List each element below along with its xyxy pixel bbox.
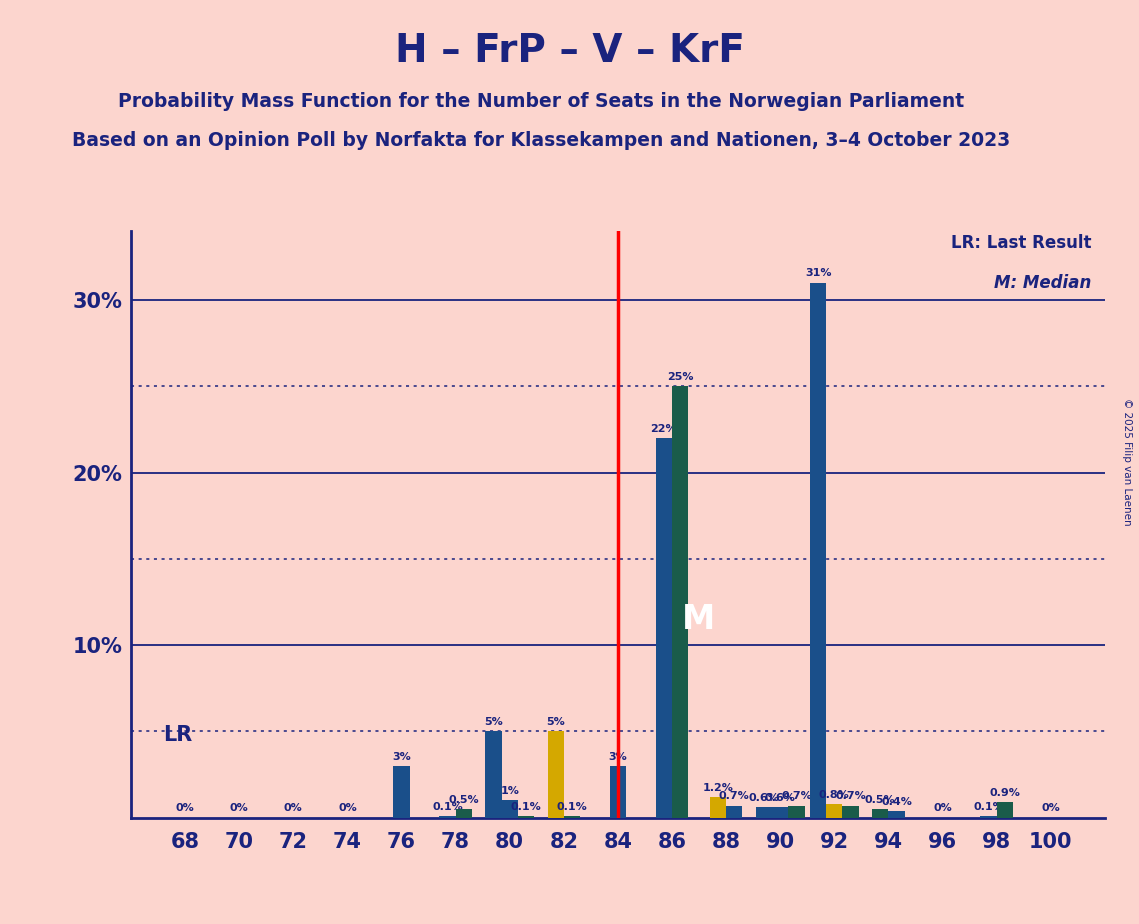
Text: 0.4%: 0.4%	[882, 796, 912, 807]
Text: 0%: 0%	[1041, 804, 1060, 813]
Bar	[485, 732, 501, 818]
Bar	[518, 816, 534, 818]
Bar	[756, 808, 772, 818]
Text: 0.6%: 0.6%	[764, 793, 796, 803]
Bar	[672, 386, 688, 818]
Text: 22%: 22%	[650, 424, 678, 433]
Text: Probability Mass Function for the Number of Seats in the Norwegian Parliament: Probability Mass Function for the Number…	[118, 92, 964, 112]
Text: 0.7%: 0.7%	[835, 791, 866, 801]
Text: 0.6%: 0.6%	[748, 793, 779, 803]
Text: 0.5%: 0.5%	[449, 795, 480, 805]
Text: H – FrP – V – KrF: H – FrP – V – KrF	[394, 32, 745, 70]
Text: 0.9%: 0.9%	[990, 788, 1021, 798]
Text: 0%: 0%	[175, 804, 195, 813]
Bar	[501, 800, 518, 818]
Text: LR: LR	[164, 725, 192, 746]
Bar	[440, 816, 456, 818]
Text: 31%: 31%	[805, 269, 831, 278]
Text: 0%: 0%	[284, 804, 303, 813]
Bar	[981, 816, 997, 818]
Bar	[772, 808, 788, 818]
Bar	[826, 804, 843, 818]
Text: 0.1%: 0.1%	[557, 802, 588, 811]
Bar	[727, 806, 743, 818]
Bar	[609, 766, 626, 818]
Text: 5%: 5%	[547, 717, 565, 727]
Text: 5%: 5%	[484, 717, 502, 727]
Bar	[997, 802, 1013, 818]
Text: Based on an Opinion Poll by Norfakta for Klassekampen and Nationen, 3–4 October : Based on an Opinion Poll by Norfakta for…	[72, 131, 1010, 151]
Text: 0.5%: 0.5%	[865, 795, 895, 805]
Text: 0%: 0%	[230, 804, 248, 813]
Bar	[656, 438, 672, 818]
Text: 25%: 25%	[666, 372, 694, 382]
Bar	[788, 806, 804, 818]
Bar	[888, 811, 904, 818]
Text: 1.2%: 1.2%	[703, 783, 734, 793]
Text: 0.1%: 0.1%	[510, 802, 541, 811]
Text: 3%: 3%	[392, 751, 411, 761]
Text: 3%: 3%	[608, 751, 628, 761]
Text: 0.7%: 0.7%	[781, 791, 812, 801]
Text: M: Median: M: Median	[994, 274, 1091, 292]
Text: 0.8%: 0.8%	[819, 790, 850, 799]
Text: 0%: 0%	[933, 804, 952, 813]
Bar	[710, 797, 726, 818]
Bar	[564, 816, 580, 818]
Text: M: M	[681, 602, 715, 636]
Text: LR: Last Result: LR: Last Result	[951, 235, 1091, 252]
Bar	[872, 809, 888, 818]
Bar	[548, 732, 564, 818]
Text: 0.1%: 0.1%	[432, 802, 462, 811]
Bar	[810, 283, 826, 818]
Text: 0.1%: 0.1%	[973, 802, 1003, 811]
Bar	[843, 806, 859, 818]
Text: © 2025 Filip van Laenen: © 2025 Filip van Laenen	[1122, 398, 1132, 526]
Text: 0.7%: 0.7%	[719, 791, 749, 801]
Text: 1%: 1%	[500, 786, 519, 796]
Text: 0%: 0%	[338, 804, 357, 813]
Bar	[393, 766, 410, 818]
Bar	[456, 809, 472, 818]
